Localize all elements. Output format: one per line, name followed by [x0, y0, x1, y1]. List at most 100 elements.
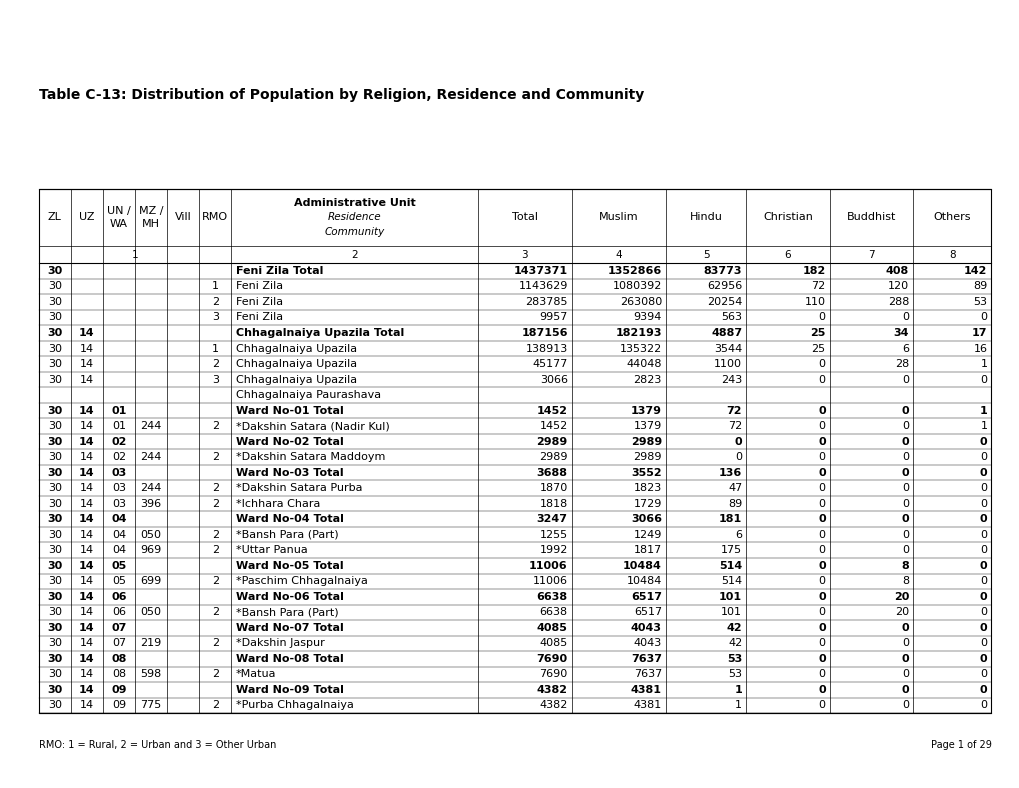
- Text: 1452: 1452: [536, 406, 568, 415]
- Text: 0: 0: [902, 701, 908, 711]
- Text: 42: 42: [726, 623, 742, 633]
- Text: 138913: 138913: [525, 344, 568, 354]
- Text: 563: 563: [720, 313, 742, 322]
- Text: Muslim: Muslim: [598, 213, 638, 222]
- Text: Chhagalnaiya Upazila: Chhagalnaiya Upazila: [235, 374, 357, 385]
- Text: 16: 16: [972, 344, 986, 354]
- Text: 4887: 4887: [710, 328, 742, 338]
- Text: 182193: 182193: [614, 328, 661, 338]
- Text: Chhagalnaiya Upazila: Chhagalnaiya Upazila: [235, 359, 357, 369]
- Text: Ward No-04 Total: Ward No-04 Total: [235, 515, 343, 524]
- Text: 14: 14: [79, 344, 94, 354]
- Text: Community: Community: [324, 227, 384, 236]
- Text: 3066: 3066: [539, 374, 568, 385]
- Text: 30: 30: [48, 344, 62, 354]
- Text: 72: 72: [811, 281, 825, 292]
- Text: 30: 30: [47, 406, 62, 415]
- Text: 699: 699: [141, 576, 162, 586]
- Text: 0: 0: [902, 483, 908, 493]
- Text: 0: 0: [901, 406, 908, 415]
- Text: 30: 30: [48, 452, 62, 462]
- Text: UN /
WA: UN / WA: [107, 206, 130, 229]
- Text: 4085: 4085: [536, 623, 568, 633]
- Text: UZ: UZ: [79, 213, 95, 222]
- Text: 06: 06: [111, 592, 126, 602]
- Text: 7690: 7690: [536, 654, 568, 663]
- Text: 0: 0: [902, 313, 908, 322]
- Text: 0: 0: [818, 638, 825, 649]
- Text: 0: 0: [979, 467, 986, 478]
- Text: 050: 050: [141, 608, 161, 617]
- Text: 07: 07: [111, 623, 126, 633]
- Text: 30: 30: [48, 421, 62, 431]
- Text: *Purba Chhagalnaiya: *Purba Chhagalnaiya: [235, 701, 353, 711]
- Text: 4381: 4381: [633, 701, 661, 711]
- Text: 05: 05: [111, 561, 126, 571]
- Text: 2: 2: [212, 608, 219, 617]
- Text: 02: 02: [112, 452, 126, 462]
- Text: 42: 42: [728, 638, 742, 649]
- Text: 45177: 45177: [532, 359, 568, 369]
- Text: Chhagalnaiya Paurashava: Chhagalnaiya Paurashava: [235, 390, 380, 400]
- Text: 30: 30: [48, 359, 62, 369]
- Text: 0: 0: [817, 467, 825, 478]
- Text: *Dakshin Satara (Nadir Kul): *Dakshin Satara (Nadir Kul): [235, 421, 389, 431]
- Text: 0: 0: [818, 452, 825, 462]
- Text: 2: 2: [212, 499, 219, 509]
- Text: 1818: 1818: [539, 499, 568, 509]
- Text: 14: 14: [79, 359, 94, 369]
- Text: 219: 219: [141, 638, 162, 649]
- Text: 1992: 1992: [539, 545, 568, 556]
- Text: 11006: 11006: [529, 561, 568, 571]
- Text: 03: 03: [112, 483, 126, 493]
- Text: 30: 30: [48, 499, 62, 509]
- Text: 14: 14: [79, 561, 95, 571]
- Text: Administrative Unit: Administrative Unit: [293, 199, 415, 208]
- Text: 04: 04: [111, 515, 126, 524]
- Text: 14: 14: [79, 406, 95, 415]
- Text: 0: 0: [818, 483, 825, 493]
- Text: 408: 408: [886, 266, 908, 276]
- Text: 72: 72: [726, 406, 742, 415]
- Text: 0: 0: [817, 561, 825, 571]
- Text: 14: 14: [79, 452, 94, 462]
- Text: 1143629: 1143629: [518, 281, 568, 292]
- Text: Ward No-02 Total: Ward No-02 Total: [235, 437, 343, 447]
- Text: 0: 0: [979, 592, 986, 602]
- Text: 101: 101: [718, 592, 742, 602]
- Text: Table C-13: Distribution of Population by Religion, Residence and Community: Table C-13: Distribution of Population b…: [39, 88, 643, 102]
- Text: 30: 30: [47, 685, 62, 695]
- Text: 0: 0: [902, 452, 908, 462]
- Text: 4043: 4043: [633, 638, 661, 649]
- Text: Ward No-01 Total: Ward No-01 Total: [235, 406, 343, 415]
- Text: 135322: 135322: [620, 344, 661, 354]
- Text: 6638: 6638: [539, 608, 568, 617]
- Text: 30: 30: [47, 437, 62, 447]
- Text: Vill: Vill: [174, 213, 192, 222]
- Text: 8: 8: [948, 250, 955, 259]
- Text: 0: 0: [818, 421, 825, 431]
- Text: 1: 1: [734, 685, 742, 695]
- Text: 14: 14: [79, 576, 94, 586]
- Text: 0: 0: [979, 638, 986, 649]
- Text: 0: 0: [902, 638, 908, 649]
- Text: 0: 0: [901, 515, 908, 524]
- Text: 136: 136: [718, 467, 742, 478]
- Text: 08: 08: [111, 654, 126, 663]
- Text: 3688: 3688: [536, 467, 568, 478]
- Text: 775: 775: [141, 701, 162, 711]
- Text: 514: 514: [720, 576, 742, 586]
- Text: 25: 25: [811, 344, 825, 354]
- Text: 10484: 10484: [623, 561, 661, 571]
- Text: Hindu: Hindu: [689, 213, 721, 222]
- Text: 7690: 7690: [539, 669, 568, 679]
- Text: 01: 01: [112, 421, 126, 431]
- Text: 20254: 20254: [706, 297, 742, 307]
- Text: 2: 2: [351, 250, 358, 259]
- Text: 3066: 3066: [631, 515, 661, 524]
- Text: 03: 03: [112, 499, 126, 509]
- Text: 2: 2: [212, 701, 219, 711]
- Text: 0: 0: [818, 313, 825, 322]
- Text: 89: 89: [972, 281, 986, 292]
- Text: Ward No-03 Total: Ward No-03 Total: [235, 467, 342, 478]
